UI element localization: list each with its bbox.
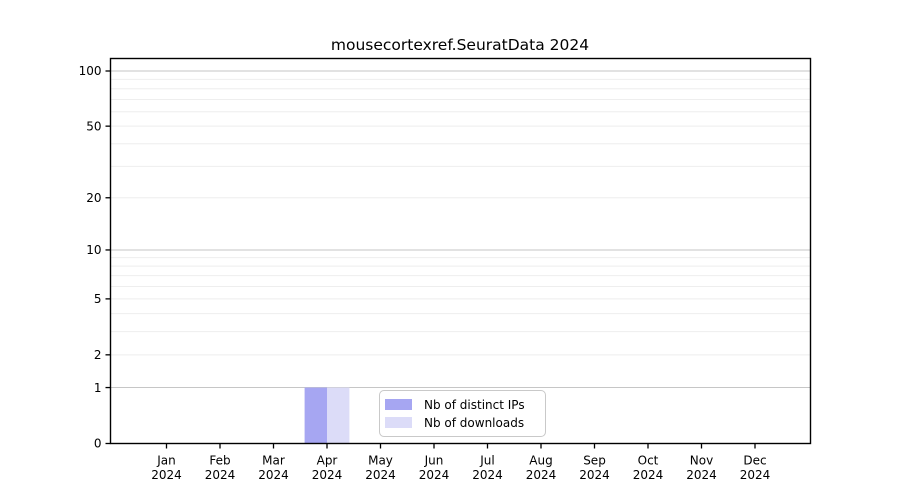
legend-label-downloads: Nb of downloads — [424, 415, 525, 430]
y-tick-label: 100 — [79, 64, 102, 78]
y-tick-label: 1 — [94, 381, 102, 395]
x-tick-label-month: Sep — [583, 454, 606, 468]
legend: Nb of distinct IPs Nb of downloads — [379, 390, 546, 437]
x-tick-label-month: Jul — [479, 454, 494, 468]
x-tick-label-month: Oct — [638, 454, 659, 468]
x-tick-label-month: Nov — [690, 454, 713, 468]
x-tick-label-month: Aug — [529, 454, 552, 468]
y-tick-label: 5 — [94, 292, 102, 306]
chart-title: mousecortexref.SeuratData 2024 — [330, 36, 590, 54]
x-tick-label-month: Apr — [317, 454, 338, 468]
axes-frame — [109, 57, 812, 445]
bar-apr-series1 — [327, 387, 350, 444]
y-tick-label: 20 — [86, 191, 101, 205]
legend-row-distinct-ips: Nb of distinct IPs — [385, 397, 545, 412]
x-tick-label-month: Dec — [743, 454, 766, 468]
x-tick-label-year: 2024 — [686, 468, 717, 482]
x-tick-label-year: 2024 — [579, 468, 610, 482]
x-tick-label-year: 2024 — [258, 468, 289, 482]
x-tick-label-month: Feb — [209, 454, 230, 468]
x-tick-label-year: 2024 — [205, 468, 236, 482]
y-tick-label: 50 — [86, 119, 101, 133]
y-tick-label: 10 — [86, 243, 101, 257]
x-tick-label-year: 2024 — [526, 468, 557, 482]
bar-apr-series0 — [304, 387, 327, 444]
x-tick-label-year: 2024 — [472, 468, 503, 482]
x-tick-label-year: 2024 — [740, 468, 771, 482]
x-tick-label-year: 2024 — [312, 468, 343, 482]
y-tick-label: 2 — [94, 348, 102, 362]
x-tick-label-year: 2024 — [419, 468, 450, 482]
x-tick-label-month: Jun — [424, 454, 444, 468]
x-tick-label-month: May — [368, 454, 393, 468]
legend-label-distinct-ips: Nb of distinct IPs — [424, 397, 525, 412]
legend-swatch-downloads — [385, 417, 412, 428]
legend-swatch-distinct-ips — [385, 399, 412, 410]
x-tick-label-year: 2024 — [633, 468, 664, 482]
x-tick-label-year: 2024 — [151, 468, 182, 482]
y-tick-label: 0 — [94, 437, 102, 451]
x-tick-label-month: Jan — [156, 454, 176, 468]
legend-row-downloads: Nb of downloads — [385, 415, 545, 430]
x-tick-label-year: 2024 — [365, 468, 396, 482]
x-tick-label-month: Mar — [262, 454, 285, 468]
